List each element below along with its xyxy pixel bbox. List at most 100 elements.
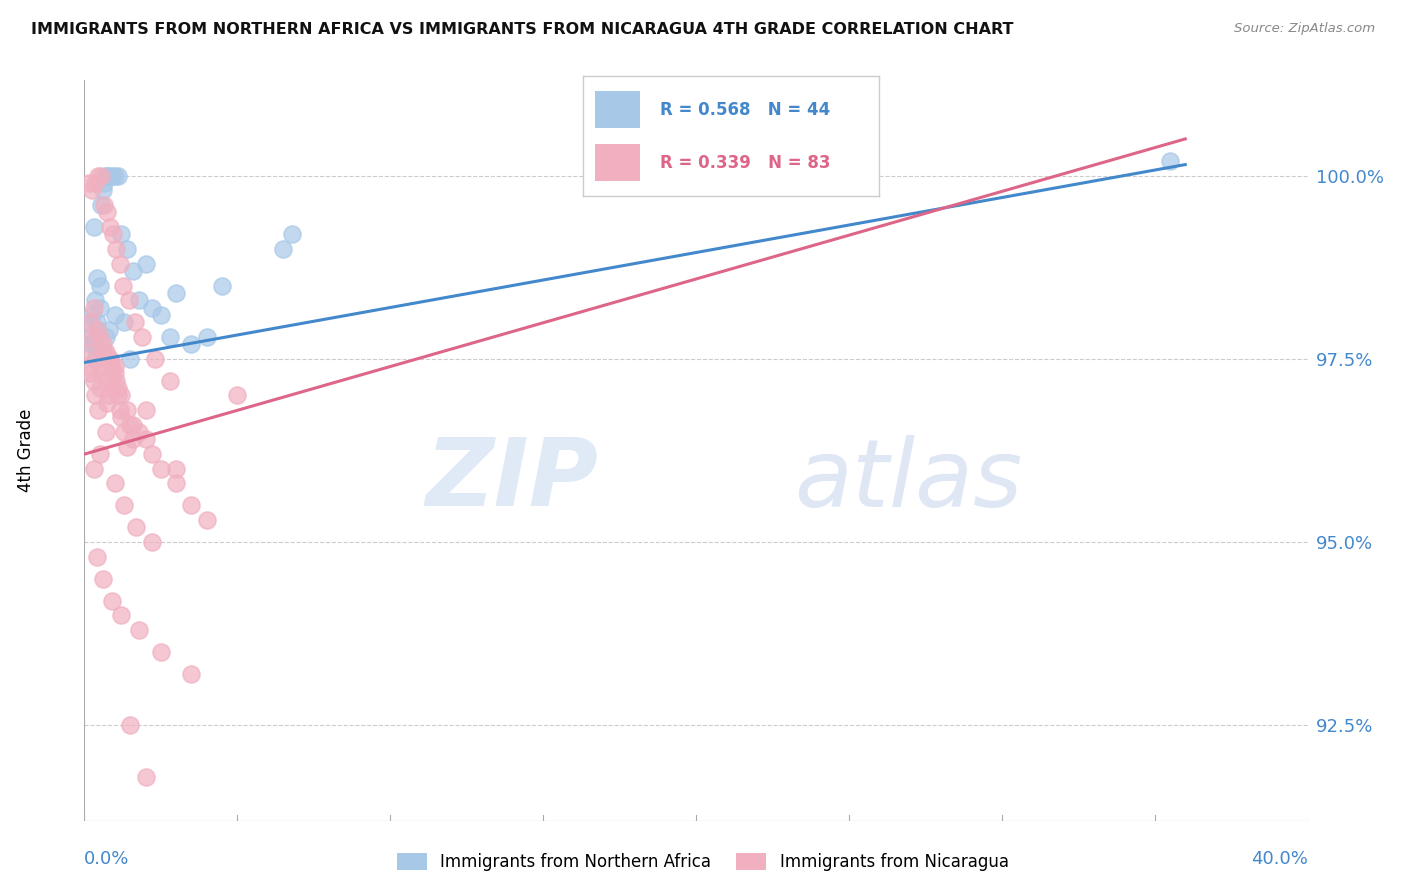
- Point: [90, 367, 112, 381]
- Point: [96, 205, 118, 219]
- Point: [104, 476, 127, 491]
- Point: [125, 520, 148, 534]
- Point: [195, 513, 218, 527]
- Text: ZIP: ZIP: [425, 434, 598, 526]
- Point: [115, 242, 138, 256]
- Point: [104, 359, 127, 373]
- Point: [79, 330, 101, 344]
- Point: [165, 462, 187, 476]
- Point: [86, 315, 108, 329]
- Point: [120, 417, 142, 432]
- Point: [87, 322, 110, 336]
- Point: [80, 308, 103, 322]
- Point: [91, 183, 114, 197]
- Point: [1159, 153, 1181, 168]
- Point: [93, 176, 115, 190]
- Bar: [595, 92, 640, 128]
- Point: [124, 315, 146, 329]
- Point: [112, 315, 135, 329]
- Point: [83, 337, 105, 351]
- Point: [110, 410, 132, 425]
- Point: [80, 183, 103, 197]
- Point: [141, 447, 163, 461]
- Point: [89, 330, 111, 344]
- Text: atlas: atlas: [794, 434, 1022, 525]
- Point: [107, 381, 129, 395]
- Point: [108, 256, 131, 270]
- Point: [226, 388, 249, 402]
- Point: [94, 169, 117, 183]
- Bar: [595, 145, 640, 180]
- Point: [165, 285, 187, 300]
- Point: [83, 374, 105, 388]
- Point: [90, 344, 112, 359]
- Point: [211, 278, 233, 293]
- Point: [128, 425, 150, 439]
- Point: [94, 374, 117, 388]
- Text: 4th Grade: 4th Grade: [17, 409, 35, 492]
- Point: [122, 264, 145, 278]
- Point: [101, 593, 124, 607]
- Point: [94, 330, 117, 344]
- Point: [96, 169, 118, 183]
- Point: [94, 425, 117, 439]
- Point: [79, 367, 101, 381]
- Point: [98, 219, 121, 234]
- Point: [180, 337, 202, 351]
- Point: [110, 388, 132, 402]
- Point: [77, 315, 100, 329]
- Point: [122, 433, 145, 447]
- Point: [89, 301, 111, 315]
- Point: [104, 169, 127, 183]
- Point: [180, 499, 202, 513]
- Point: [143, 351, 166, 366]
- Point: [91, 359, 114, 373]
- Point: [131, 330, 153, 344]
- Point: [115, 440, 138, 454]
- Point: [115, 403, 138, 417]
- Point: [112, 499, 135, 513]
- Point: [281, 227, 304, 242]
- Point: [104, 308, 127, 322]
- Point: [195, 330, 218, 344]
- Point: [135, 256, 157, 270]
- Point: [97, 351, 120, 366]
- Point: [111, 278, 134, 293]
- Point: [87, 169, 110, 183]
- Text: Source: ZipAtlas.com: Source: ZipAtlas.com: [1234, 22, 1375, 36]
- Point: [141, 535, 163, 549]
- Point: [101, 359, 124, 373]
- Point: [165, 476, 187, 491]
- Point: [101, 169, 124, 183]
- Point: [110, 227, 132, 242]
- Point: [84, 351, 107, 366]
- Point: [135, 770, 157, 784]
- Point: [103, 381, 125, 395]
- Point: [108, 403, 131, 417]
- Point: [135, 403, 157, 417]
- Point: [91, 337, 114, 351]
- Point: [77, 176, 100, 190]
- Point: [86, 351, 108, 366]
- Text: 40.0%: 40.0%: [1251, 850, 1308, 868]
- Point: [91, 572, 114, 586]
- Point: [98, 351, 121, 366]
- Point: [103, 227, 125, 242]
- Point: [120, 718, 142, 732]
- Point: [91, 344, 114, 359]
- Point: [93, 344, 115, 359]
- Point: [83, 219, 105, 234]
- Point: [86, 271, 108, 285]
- Point: [80, 330, 103, 344]
- Point: [107, 388, 129, 402]
- Point: [86, 549, 108, 564]
- Point: [120, 351, 142, 366]
- Text: R = 0.568   N = 44: R = 0.568 N = 44: [661, 101, 831, 119]
- Point: [89, 278, 111, 293]
- Point: [86, 322, 108, 336]
- Point: [149, 645, 172, 659]
- Text: IMMIGRANTS FROM NORTHERN AFRICA VS IMMIGRANTS FROM NICARAGUA 4TH GRADE CORRELATI: IMMIGRANTS FROM NORTHERN AFRICA VS IMMIG…: [31, 22, 1014, 37]
- Text: 0.0%: 0.0%: [84, 850, 129, 868]
- Point: [93, 198, 115, 212]
- Point: [101, 367, 124, 381]
